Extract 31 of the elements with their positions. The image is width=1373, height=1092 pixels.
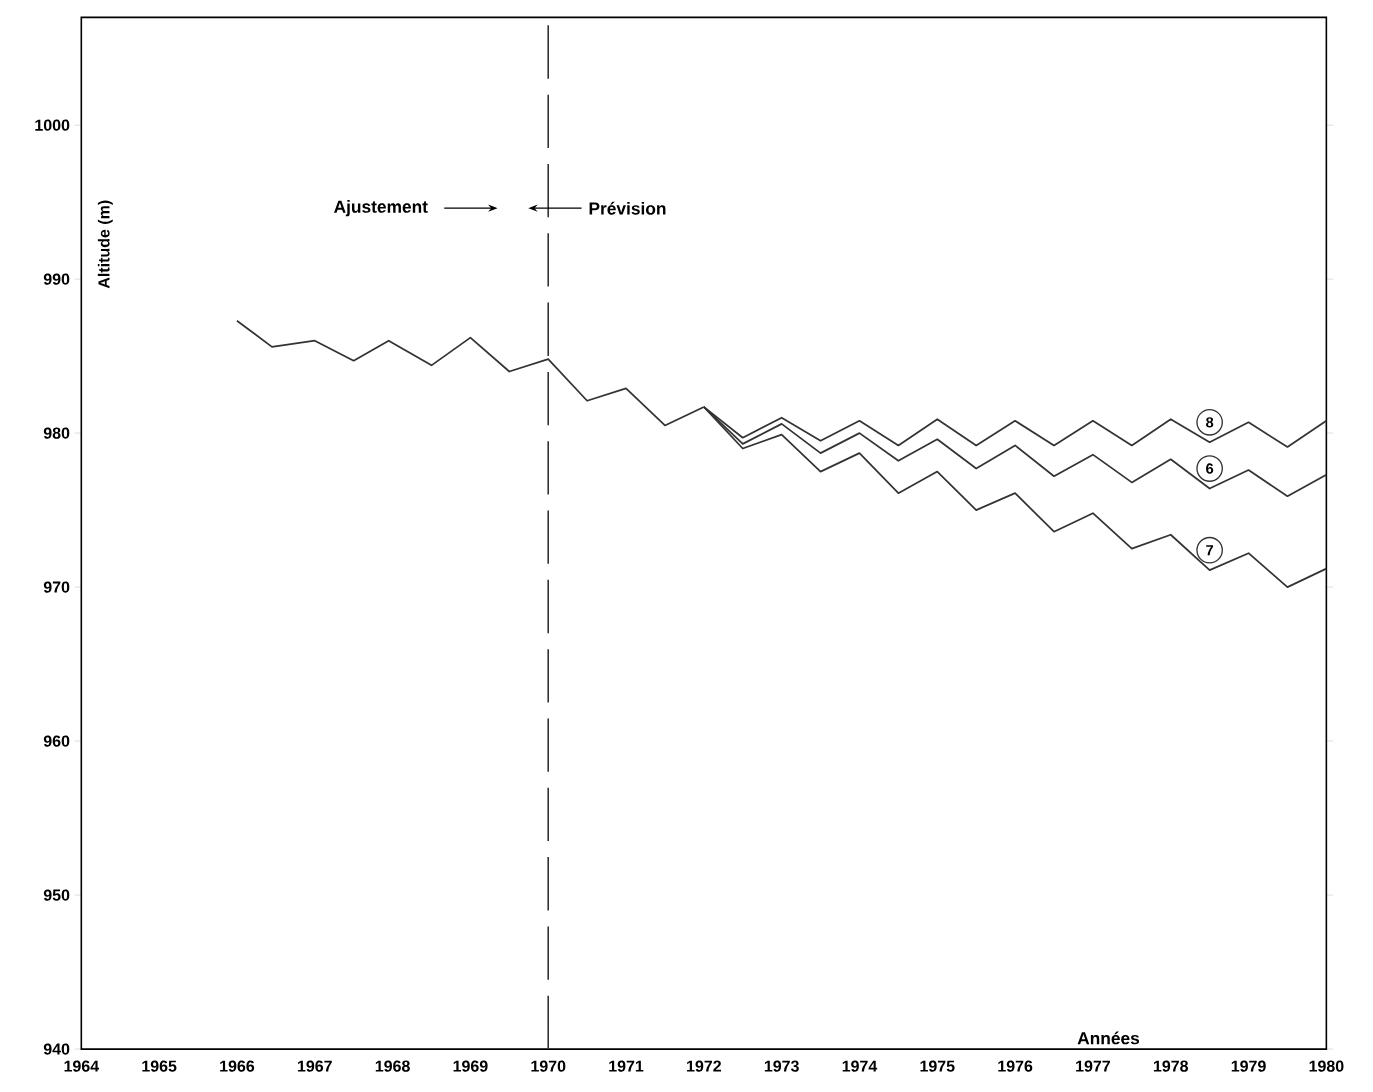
annotation: Prévision (589, 201, 666, 215)
x-tick-label: 1969 (453, 1060, 488, 1072)
x-tick-label: 1965 (142, 1060, 177, 1072)
annotation: Ajustement (334, 200, 428, 217)
legend-label: 6 (1206, 463, 1214, 474)
x-tick-label: 1964 (64, 1060, 100, 1072)
x-tick-label: 1970 (531, 1060, 566, 1072)
y-tick-label: 980 (43, 427, 70, 439)
x-axis-title: Années (1077, 1031, 1140, 1045)
x-tick-label: 1966 (220, 1060, 255, 1072)
y-tick-label: 990 (43, 273, 70, 285)
x-tick-label: 1980 (1309, 1060, 1344, 1072)
x-tick-label: 1972 (687, 1060, 721, 1072)
y-tick-label: 950 (43, 889, 70, 901)
x-tick-label: 1973 (764, 1060, 799, 1072)
x-tick-label: 1978 (1153, 1060, 1189, 1072)
x-tick-label: 1979 (1231, 1060, 1266, 1072)
x-tick-label: 1977 (1076, 1060, 1110, 1072)
x-tick-label: 1974 (842, 1060, 878, 1072)
x-tick-label: 1968 (375, 1060, 410, 1072)
y-tick-label: 1000 (35, 119, 70, 131)
y-tick-label: 970 (43, 581, 70, 593)
x-tick-label: 1971 (609, 1060, 644, 1072)
legend-label: 7 (1206, 545, 1214, 556)
y-axis-title: Altitude (m) (97, 200, 113, 289)
y-tick-label: 960 (43, 735, 70, 747)
y-tick-label: 940 (43, 1043, 70, 1055)
x-tick-label: 1975 (920, 1060, 955, 1072)
x-tick-label: 1976 (998, 1060, 1033, 1072)
x-tick-label: 1967 (297, 1060, 332, 1072)
legend-label: 8 (1206, 417, 1214, 428)
